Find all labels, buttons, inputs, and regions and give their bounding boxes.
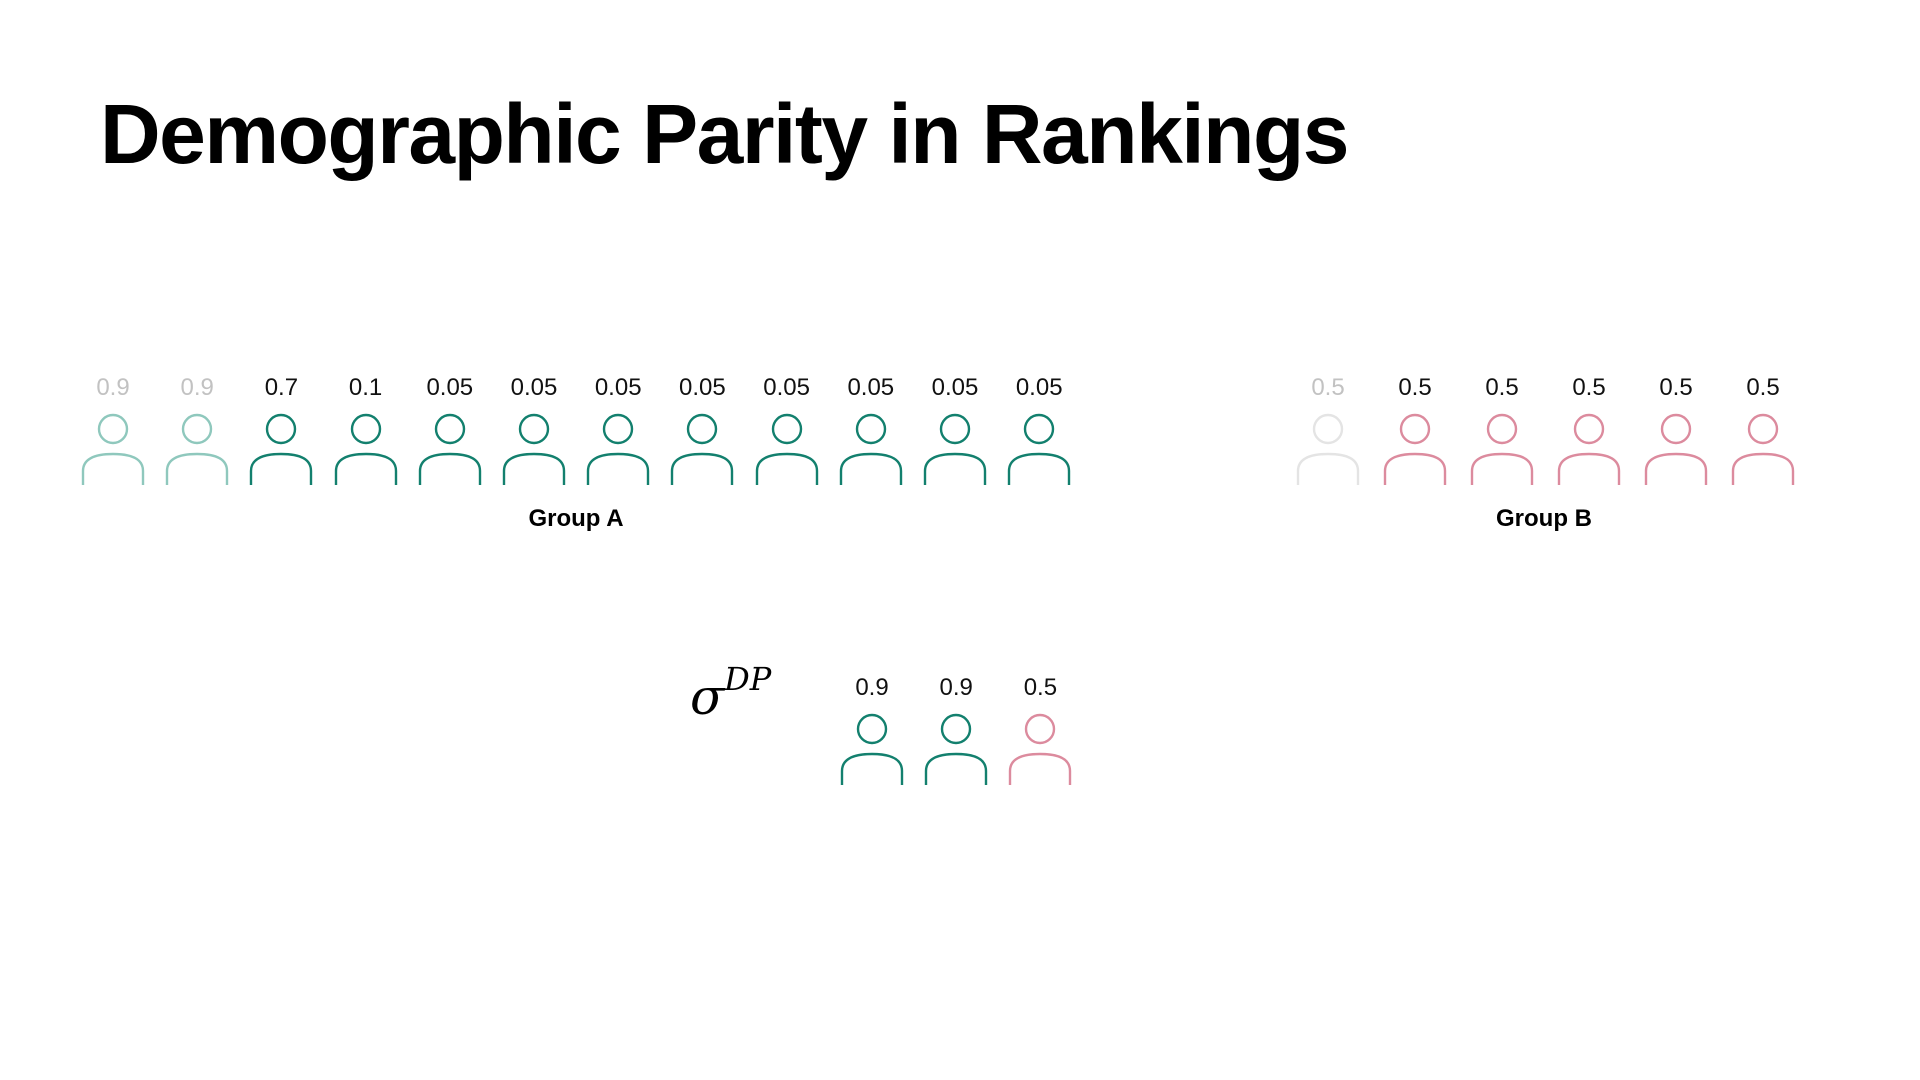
person-outline-icon xyxy=(755,413,818,485)
person-score: 0.05 xyxy=(510,374,558,401)
person-a-12: 0.05 xyxy=(1003,374,1075,486)
person-outline-icon xyxy=(840,713,904,785)
person-rank-3: 0.5 xyxy=(1004,674,1076,786)
person-score: 0.9 xyxy=(855,674,889,701)
person-outline-icon xyxy=(165,413,229,485)
person-score: 0.9 xyxy=(96,374,130,401)
person-outline-icon xyxy=(1383,413,1447,485)
person-score: 0.7 xyxy=(264,374,299,401)
person-a-2: 0.9 xyxy=(161,374,233,486)
person-outline-icon xyxy=(1644,413,1708,485)
person-outline-icon xyxy=(923,413,987,485)
person-outline-icon xyxy=(1296,413,1360,485)
person-outline-icon xyxy=(1009,713,1072,785)
person-score: 0.05 xyxy=(1015,374,1063,401)
person-b-2: 0.5 xyxy=(1379,374,1451,486)
person-outline-icon xyxy=(671,413,734,485)
person-outline-icon xyxy=(924,713,988,785)
person-a-6: 0.05 xyxy=(498,374,570,486)
person-a-10: 0.05 xyxy=(835,374,907,486)
group-b-label: Group B xyxy=(1496,505,1592,532)
person-score: 0.05 xyxy=(594,374,642,401)
person-a-5: 0.05 xyxy=(414,374,486,486)
person-outline-icon xyxy=(586,413,650,485)
person-outline-icon xyxy=(1007,413,1071,485)
person-outline-icon xyxy=(1470,413,1534,485)
person-score: 0.05 xyxy=(931,374,979,401)
person-outline-icon xyxy=(334,413,397,485)
person-score: 0.5 xyxy=(1746,374,1780,401)
person-score: 0.05 xyxy=(763,374,810,401)
person-score: 0.5 xyxy=(1023,674,1058,701)
person-b-3: 0.5 xyxy=(1466,374,1538,486)
person-a-7: 0.05 xyxy=(582,374,654,486)
person-a-9: 0.05 xyxy=(751,374,823,486)
person-outline-icon xyxy=(1557,413,1621,485)
person-b-5: 0.5 xyxy=(1640,374,1712,486)
person-score: 0.5 xyxy=(1398,374,1432,401)
person-b-6: 0.5 xyxy=(1727,374,1799,486)
person-outline-icon xyxy=(839,413,902,485)
sigma-superscript: DP xyxy=(724,660,772,698)
person-rank-2: 0.9 xyxy=(920,674,992,786)
person-score: 0.1 xyxy=(348,374,383,401)
person-outline-icon xyxy=(81,413,145,485)
slide-title: Demographic Parity in Rankings xyxy=(100,87,1349,181)
person-score: 0.5 xyxy=(1659,374,1693,401)
person-outline-icon xyxy=(250,413,313,485)
person-score: 0.5 xyxy=(1485,374,1519,401)
person-score: 0.05 xyxy=(847,374,895,401)
person-a-3: 0.7 xyxy=(245,374,317,486)
person-score: 0.5 xyxy=(1572,374,1606,401)
person-b-4: 0.5 xyxy=(1553,374,1625,486)
person-score: 0.05 xyxy=(426,374,474,401)
sigma-symbol: σ xyxy=(690,668,725,726)
person-a-8: 0.05 xyxy=(666,374,738,486)
person-outline-icon xyxy=(502,413,566,485)
group-a-label: Group A xyxy=(528,505,624,532)
person-outline-icon xyxy=(1731,413,1795,485)
person-a-4: 0.1 xyxy=(330,374,402,486)
person-outline-icon xyxy=(418,413,481,485)
person-score: 0.05 xyxy=(679,374,726,401)
person-a-11: 0.05 xyxy=(919,374,991,486)
person-a-1: 0.9 xyxy=(77,374,149,486)
person-score: 0.9 xyxy=(939,674,973,701)
person-rank-1: 0.9 xyxy=(836,674,908,786)
person-b-1: 0.5 xyxy=(1292,374,1364,486)
person-score: 0.9 xyxy=(180,374,214,401)
ranking-label: σDP xyxy=(690,660,771,722)
person-score: 0.5 xyxy=(1311,374,1345,401)
